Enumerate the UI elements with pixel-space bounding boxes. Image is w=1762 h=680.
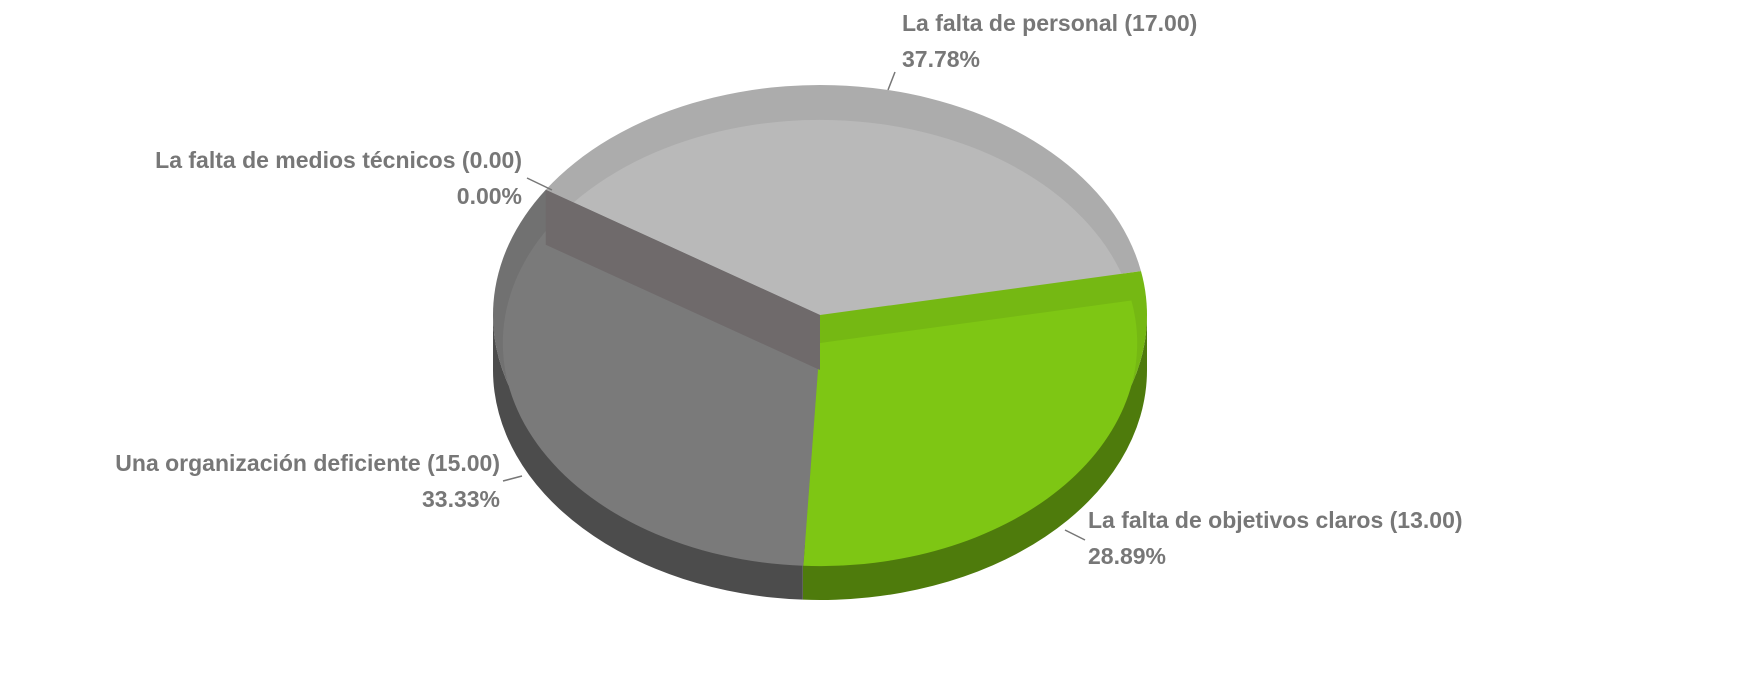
slice [545, 189, 820, 370]
slice-label: La falta de medios técnicos (0.00) [155, 147, 522, 173]
slice-label: Una organización deficiente (15.00) [115, 450, 500, 476]
value-label: 37.78% [902, 46, 980, 72]
slice-highlight [803, 300, 1138, 567]
leader-line [526, 177, 553, 191]
value-label: 33.33% [422, 486, 500, 512]
value-label: 0.00% [457, 183, 522, 209]
leader-line [502, 475, 523, 482]
leader-line [1064, 529, 1086, 541]
slice-label: La falta de objetivos claros (13.00) [1088, 507, 1463, 533]
leader-line [887, 71, 896, 91]
value-label: 28.89% [1088, 543, 1166, 569]
slice-label: La falta de personal (17.00) [902, 10, 1197, 36]
